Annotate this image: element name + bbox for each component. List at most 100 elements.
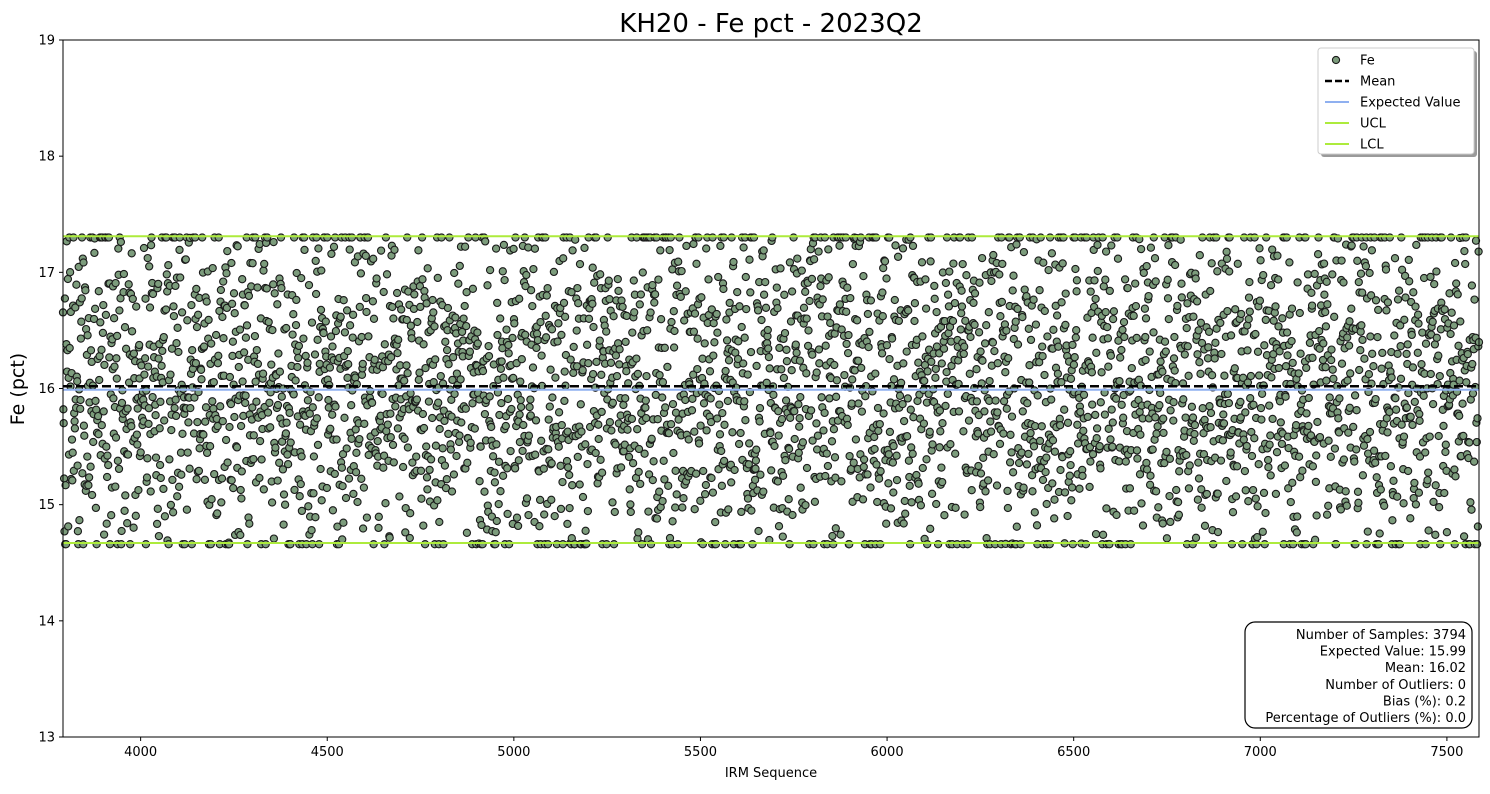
data-point xyxy=(1102,504,1111,513)
data-point xyxy=(808,436,817,445)
data-point xyxy=(1305,338,1315,348)
data-point xyxy=(622,367,631,376)
data-point xyxy=(1198,233,1207,242)
data-point xyxy=(1091,410,1100,420)
data-point xyxy=(1395,540,1405,549)
data-point xyxy=(1321,363,1330,372)
data-point xyxy=(666,420,676,429)
data-point xyxy=(515,410,524,419)
x-tick-label: 5000 xyxy=(497,745,530,760)
data-point xyxy=(865,327,874,337)
data-point xyxy=(316,305,326,315)
data-point xyxy=(870,432,879,442)
data-point xyxy=(1281,362,1291,371)
data-point xyxy=(884,450,893,459)
data-point xyxy=(1357,321,1366,330)
data-point xyxy=(711,517,720,527)
data-point xyxy=(1324,436,1333,445)
data-point xyxy=(1245,307,1254,316)
data-point xyxy=(1403,340,1412,349)
data-point xyxy=(644,470,654,479)
data-point xyxy=(728,428,737,437)
data-point xyxy=(1059,233,1068,242)
data-point xyxy=(76,395,85,405)
data-point xyxy=(798,438,808,447)
data-point xyxy=(733,287,742,297)
data-point xyxy=(1371,296,1381,305)
data-point xyxy=(876,540,885,549)
data-point xyxy=(976,347,985,356)
data-point xyxy=(70,417,79,426)
data-point xyxy=(1090,276,1099,285)
data-point xyxy=(388,440,398,450)
data-point xyxy=(679,494,688,503)
data-point xyxy=(1111,394,1121,403)
data-point xyxy=(119,269,129,279)
data-point xyxy=(336,312,345,321)
data-point xyxy=(390,245,399,254)
data-point xyxy=(454,279,463,288)
data-point xyxy=(1026,335,1036,345)
data-point xyxy=(1469,457,1479,466)
data-point xyxy=(615,360,624,369)
data-point xyxy=(70,424,80,433)
data-point xyxy=(646,308,655,317)
data-point xyxy=(1106,435,1115,444)
data-point xyxy=(1315,326,1324,336)
data-point xyxy=(348,310,358,319)
data-point xyxy=(870,444,879,454)
data-point xyxy=(872,460,881,469)
data-point xyxy=(755,403,765,413)
data-point xyxy=(495,410,504,420)
data-point xyxy=(1219,410,1228,419)
data-point xyxy=(898,244,908,253)
data-point xyxy=(743,494,753,503)
data-point xyxy=(414,375,423,384)
data-point xyxy=(187,300,196,310)
data-point xyxy=(611,440,620,449)
data-point xyxy=(882,341,892,350)
data-point xyxy=(906,233,915,242)
data-point xyxy=(331,326,341,336)
data-point xyxy=(292,268,301,278)
y-tick-label: 13 xyxy=(38,731,55,746)
data-point xyxy=(1345,317,1354,326)
data-point xyxy=(1066,374,1076,383)
data-point xyxy=(362,513,372,522)
data-point xyxy=(1421,448,1430,457)
data-point xyxy=(402,361,411,370)
data-point xyxy=(121,491,130,500)
data-point xyxy=(1327,355,1336,365)
data-point xyxy=(1091,294,1100,304)
data-point xyxy=(871,233,881,242)
data-point xyxy=(1434,503,1444,512)
data-point xyxy=(326,332,336,341)
data-point xyxy=(821,471,830,481)
data-point xyxy=(714,272,723,282)
data-point xyxy=(696,496,705,505)
data-point xyxy=(217,474,227,483)
data-point xyxy=(967,486,976,495)
data-point xyxy=(303,358,312,368)
data-point xyxy=(768,233,777,242)
data-point xyxy=(813,431,823,440)
data-point xyxy=(1441,440,1450,449)
data-point xyxy=(111,433,121,442)
data-point xyxy=(1040,370,1049,380)
data-point xyxy=(510,464,520,473)
data-point xyxy=(224,540,234,549)
data-point xyxy=(1238,540,1247,549)
data-point xyxy=(112,374,121,383)
data-point xyxy=(909,413,918,422)
data-point xyxy=(425,465,434,475)
data-point xyxy=(1292,528,1301,537)
data-point xyxy=(470,424,479,433)
data-point xyxy=(1236,397,1245,407)
data-point xyxy=(1352,445,1361,454)
data-point xyxy=(581,526,590,535)
data-point xyxy=(504,349,513,358)
data-point xyxy=(402,315,411,325)
data-point xyxy=(963,540,972,549)
data-point xyxy=(650,298,659,307)
data-point xyxy=(97,421,106,430)
